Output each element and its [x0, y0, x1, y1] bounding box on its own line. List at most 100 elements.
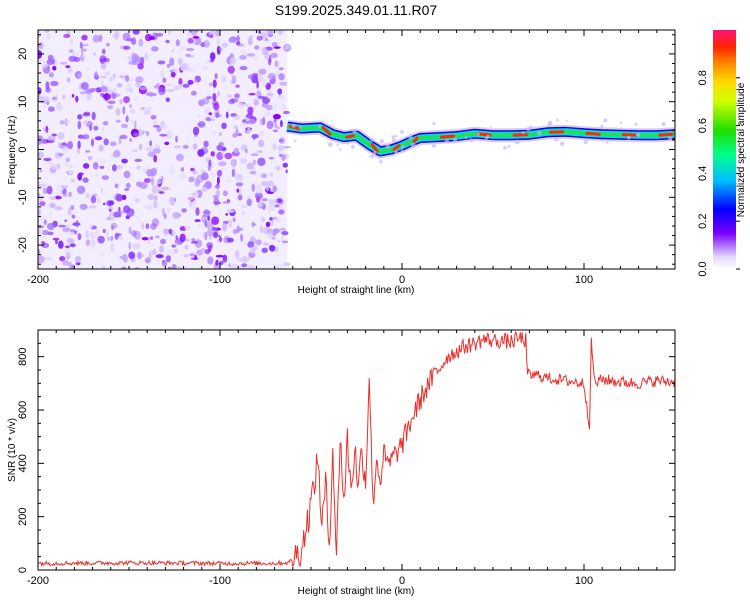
noise-speck: [145, 223, 150, 230]
noise-speck: [149, 140, 152, 147]
noise-speck: [147, 151, 156, 158]
noise-speck: [54, 196, 62, 200]
noise-speck: [64, 219, 68, 222]
noise-speck: [184, 244, 189, 250]
noise-speck: [225, 179, 234, 183]
track-speck: [635, 132, 641, 137]
noise-speck: [101, 127, 105, 132]
noise-speck: [100, 62, 107, 70]
noise-speck: [128, 251, 136, 260]
noise-speck: [70, 205, 75, 210]
noise-speck: [202, 66, 209, 70]
noise-speck: [115, 193, 124, 202]
track-speck: [507, 145, 511, 148]
noise-speck: [222, 259, 227, 263]
noise-speck: [232, 133, 237, 138]
track-peak: [370, 143, 379, 153]
noise-speck: [39, 168, 43, 173]
noise-speck: [137, 251, 142, 260]
noise-speck: [132, 30, 140, 35]
noise-speck: [237, 258, 245, 262]
noise-speck: [99, 75, 107, 79]
noise-speck: [166, 89, 175, 92]
noise-speck: [192, 35, 200, 39]
noise-speck: [212, 194, 219, 199]
noise-speck: [247, 118, 256, 125]
noise-speck: [125, 75, 130, 82]
noise-speck: [94, 136, 103, 141]
noise-speck: [165, 39, 170, 44]
noise-speck: [85, 229, 89, 239]
noise-speck: [213, 201, 222, 205]
noise-speck: [106, 42, 110, 47]
track-speck: [583, 140, 588, 145]
noise-speck: [194, 79, 198, 84]
noise-speck: [197, 149, 205, 157]
noise-speck: [71, 94, 75, 98]
noise-speck: [168, 196, 175, 205]
noise-speck: [188, 176, 195, 183]
noise-speck: [232, 228, 238, 235]
noise-speck: [114, 183, 119, 189]
noise-speck: [244, 257, 251, 262]
noise-speck: [241, 263, 248, 268]
noise-speck: [71, 52, 79, 57]
noise-speck: [236, 43, 245, 47]
noise-speck: [101, 251, 104, 257]
noise-speck: [139, 130, 148, 134]
noise-speck: [178, 45, 187, 51]
noise-speck: [215, 189, 220, 197]
noise-speck: [68, 261, 72, 269]
noise-speck: [154, 32, 164, 37]
noise-speck: [192, 126, 200, 136]
noise-speck: [41, 229, 50, 236]
noise-speck: [138, 38, 144, 47]
track-speck: [521, 131, 525, 135]
noise-speck: [100, 85, 108, 92]
noise-speck: [75, 219, 79, 228]
noise-speck: [247, 241, 255, 248]
noise-speck: [39, 197, 43, 202]
track-peak: [392, 144, 401, 151]
noise-speck: [38, 42, 44, 50]
snr-ylabel: SNR (10 * v/v): [7, 418, 18, 482]
noise-speck: [228, 263, 231, 268]
noise-speck: [261, 198, 268, 202]
snr-panel: -200 -100 0 100 0 200 400 600 800 Height of stra…: [7, 329, 676, 597]
noise-speck: [189, 253, 196, 257]
noise-speck: [65, 223, 73, 227]
noise-speck: [98, 144, 104, 152]
noise-speck: [77, 173, 82, 181]
noise-speck: [123, 170, 131, 179]
noise-speck: [167, 266, 172, 269]
noise-speck: [134, 82, 141, 88]
noise-speck: [58, 240, 64, 249]
noise-speck: [82, 177, 89, 183]
noise-speck: [66, 237, 75, 244]
noise-speck: [66, 77, 71, 83]
noise-speck: [190, 90, 197, 96]
track-speck: [634, 122, 638, 126]
y-tick-label: 0: [17, 567, 29, 573]
noise-speck: [148, 36, 156, 40]
track-speck: [668, 136, 673, 141]
noise-speck: [75, 262, 81, 266]
noise-speck: [180, 167, 185, 172]
noise-speck: [64, 248, 72, 257]
snr-frame: [37, 329, 676, 571]
noise-speck: [159, 133, 168, 137]
noise-speck: [169, 57, 175, 66]
noise-speck: [265, 180, 275, 187]
noise-speck: [38, 135, 42, 142]
noise-speck: [116, 83, 123, 88]
track-peak: [412, 136, 419, 143]
noise-speck: [230, 98, 235, 104]
noise-speck: [102, 202, 106, 206]
noise-speck: [210, 30, 217, 35]
noise-speck: [101, 265, 106, 269]
noise-speck: [245, 113, 253, 119]
noise-speck: [171, 264, 177, 269]
noise-speck: [111, 92, 117, 99]
noise-speck: [275, 165, 281, 171]
noise-speck: [113, 211, 121, 218]
